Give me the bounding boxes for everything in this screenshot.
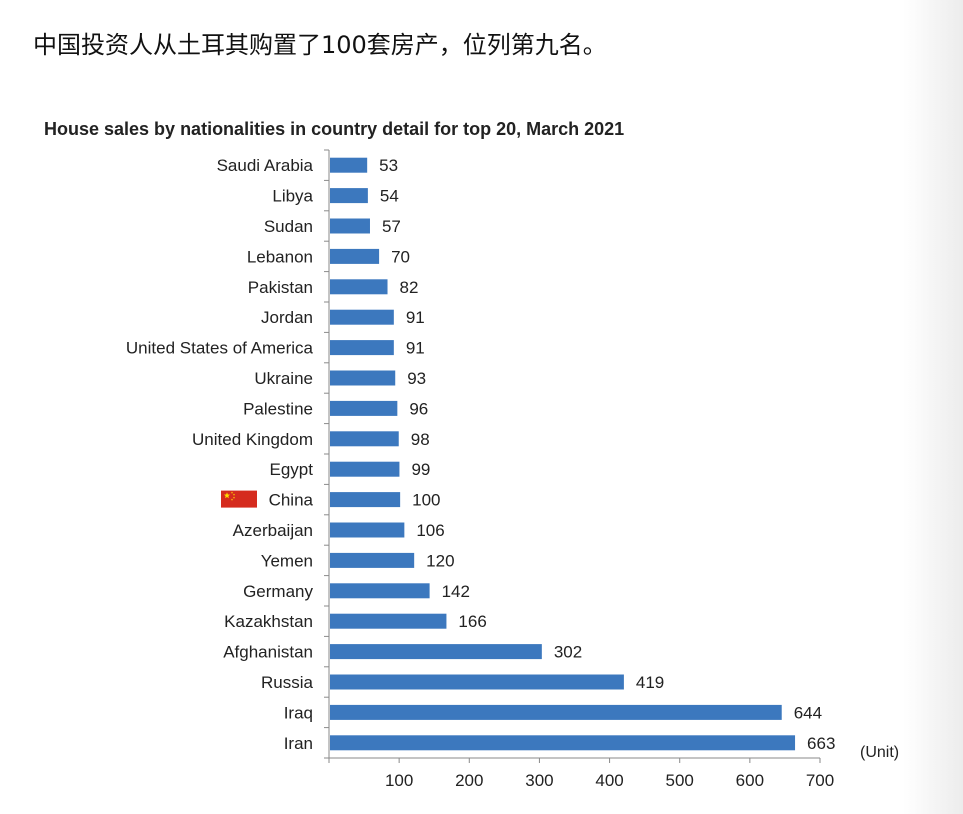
category-label: China [269,491,314,510]
data-label: 54 [380,187,399,206]
x-tick-label: 300 [525,771,553,790]
bar [330,400,398,416]
bar [330,248,380,264]
data-label: 142 [442,582,470,601]
bar [330,613,447,629]
data-label: 419 [636,673,664,692]
category-label: Sudan [264,217,313,236]
data-label: 100 [412,491,440,510]
category-label: Yemen [261,551,313,570]
page-edge-shadow [903,0,963,814]
bar [330,461,400,477]
x-tick-label: 400 [595,771,623,790]
category-label: Kazakhstan [224,612,313,631]
bar [330,735,796,751]
bar [330,522,405,538]
flag-star-small [230,491,234,494]
page-headline: 中国投资人从土耳其购置了100套房产，位列第九名。 [33,31,607,59]
category-label: Egypt [270,460,314,479]
category-label: Russia [261,673,314,692]
flag-star-small [232,493,236,496]
category-label: Saudi Arabia [217,156,314,175]
bar [330,157,368,173]
data-label: 644 [794,703,822,722]
category-label: Ukraine [254,369,313,388]
x-tick-label: 100 [385,771,413,790]
data-label: 70 [391,247,410,266]
x-tick-label: 500 [666,771,694,790]
category-label: Iran [284,734,313,753]
category-label: Libya [272,187,313,206]
category-label: Iraq [284,703,313,722]
data-label: 302 [554,643,582,662]
x-tick-label: 700 [806,771,834,790]
data-label: 166 [458,612,486,631]
x-tick-label: 600 [736,771,764,790]
data-label: 91 [406,339,425,358]
x-axis-unit-label: (Unit) [860,744,900,761]
flag-star-small [230,498,234,501]
x-tick-label: 200 [455,771,483,790]
data-label: 53 [379,156,398,175]
bar [330,370,396,386]
category-label: Germany [243,582,313,601]
data-label: 96 [409,399,428,418]
china-flag-icon [221,490,257,508]
bar [330,552,415,568]
category-label: United States of America [126,339,314,358]
data-label: 106 [416,521,444,540]
flag-star-large [223,492,231,499]
bar [330,583,430,599]
bar [330,279,388,295]
category-label: Jordan [261,308,313,327]
bar [330,218,370,234]
data-label: 93 [407,369,426,388]
data-label: 91 [406,308,425,327]
data-label: 663 [807,734,835,753]
category-label: Lebanon [247,247,313,266]
data-label: 98 [411,430,430,449]
data-label: 99 [411,460,430,479]
bar [330,644,542,660]
data-label: 120 [426,551,454,570]
category-label: Pakistan [248,278,313,297]
chart-title: House sales by nationalities in country … [44,119,625,139]
category-label: Azerbaijan [233,521,313,540]
bar [330,340,394,356]
bar [330,309,394,325]
bar [330,188,368,204]
flag-star-small [232,496,236,499]
data-label: 82 [400,278,419,297]
category-label: Afghanistan [223,643,313,662]
bar [330,431,399,447]
category-label: Palestine [243,399,313,418]
category-label: United Kingdom [192,430,313,449]
bar [330,704,782,720]
data-label: 57 [382,217,401,236]
bar [330,492,401,508]
bar [330,674,624,690]
